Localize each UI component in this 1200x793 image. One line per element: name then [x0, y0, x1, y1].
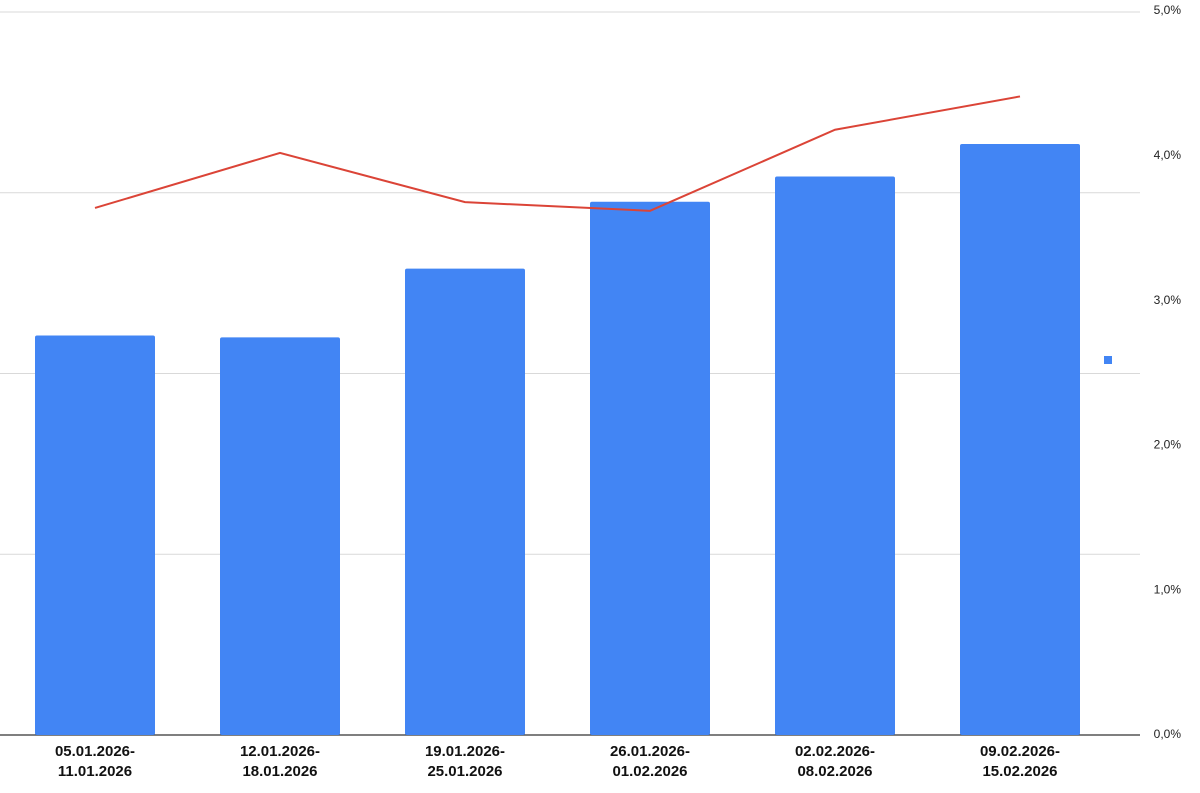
x-tick-line: 11.01.2026: [58, 763, 132, 780]
x-tick-label: 26.01.2026- 01.02.2026: [610, 743, 690, 780]
x-tick-label: 05.01.2026- 11.01.2026: [55, 743, 135, 780]
bar: [405, 268, 525, 735]
y2-tick-label: 0,0%: [1154, 727, 1182, 741]
x-tick-line: 05.01.2026-: [55, 743, 135, 760]
bar: [35, 335, 155, 735]
x-tick-line: 09.02.2026-: [980, 743, 1060, 760]
bar: [220, 337, 340, 735]
x-tick-line: 15.02.2026: [982, 763, 1057, 780]
y2-tick-label: 5,0%: [1154, 3, 1182, 17]
bar: [590, 201, 710, 736]
x-tick-line: 02.02.2026-: [795, 743, 875, 760]
x-tick-line: 12.01.2026-: [240, 743, 320, 760]
legend-marker: [1104, 356, 1112, 364]
x-tick-label: 09.02.2026- 15.02.2026: [980, 743, 1060, 780]
y2-tick-label: 4,0%: [1154, 148, 1182, 162]
bar: [775, 176, 895, 736]
x-tick-line: 01.02.2026: [612, 763, 687, 780]
x-tick-label: 12.01.2026- 18.01.2026: [240, 743, 320, 780]
y2-tick-label: 1,0%: [1154, 582, 1182, 596]
x-tick-line: 19.01.2026-: [425, 743, 505, 760]
x-tick-line: 26.01.2026-: [610, 743, 690, 760]
x-tick-line: 25.01.2026: [427, 763, 502, 780]
y2-tick-label: 2,0%: [1154, 438, 1182, 452]
x-tick-label: 19.01.2026- 25.01.2026: [425, 743, 505, 780]
line: [94, 95, 1021, 212]
bar: [960, 143, 1080, 735]
x-tick-label: 02.02.2026- 08.02.2026: [795, 743, 875, 780]
x-tick-line: 18.01.2026: [242, 763, 317, 780]
x-tick-line: 08.02.2026: [797, 763, 872, 780]
y2-tick-label: 3,0%: [1154, 293, 1182, 307]
